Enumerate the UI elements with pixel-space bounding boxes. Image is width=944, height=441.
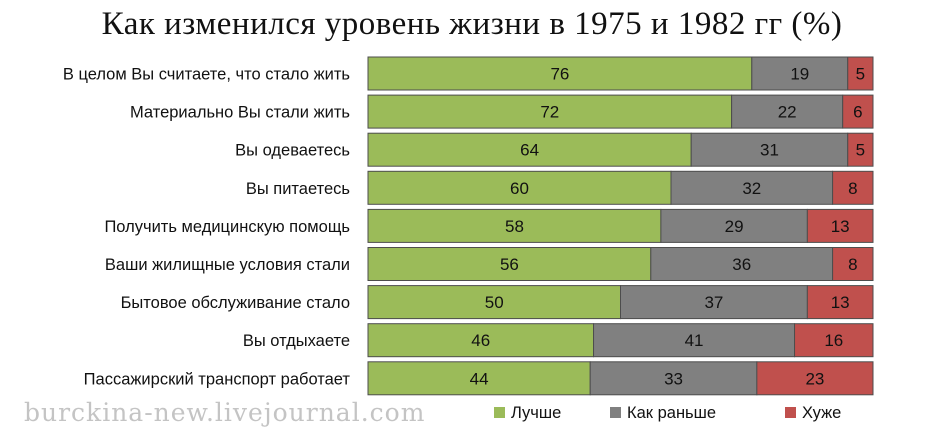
chart-title: Как изменился уровень жизни в 1975 и 198…: [101, 6, 843, 42]
legend-swatch: [610, 407, 621, 418]
data-label: 72: [540, 103, 559, 122]
bar-segment: [670, 170, 834, 205]
bar-segment: [367, 56, 753, 91]
bar-segment: [660, 208, 808, 243]
bar-segment: [751, 56, 849, 91]
legend-item: Хуже: [785, 404, 841, 422]
bar-segment: [842, 94, 874, 129]
bar-segment: [367, 208, 662, 243]
data-label: 29: [725, 217, 744, 236]
bar-segment: [832, 247, 874, 281]
category-labels: В целом Вы считаете, что стало жить Матер…: [63, 66, 351, 389]
data-label: 46: [471, 331, 490, 350]
category-label: Материально Вы стали жить: [130, 104, 350, 122]
data-label: 8: [848, 179, 857, 198]
bar-segment: [847, 132, 874, 167]
watermark: burckina-new.livejournal.com: [24, 398, 426, 427]
data-label: 44: [470, 369, 489, 388]
data-label: 36: [732, 255, 751, 274]
legend: Лучше Как раньше Хуже: [494, 404, 841, 422]
bar-segment: [806, 208, 874, 243]
category-label: В целом Вы считаете, что стало жить: [63, 66, 350, 84]
category-label: Бытовое обслуживание стало: [121, 294, 350, 312]
data-label: 13: [831, 293, 850, 312]
data-label: 22: [778, 103, 797, 122]
legend-swatch: [494, 407, 505, 418]
data-label: 23: [805, 369, 824, 388]
bar-segment: [367, 170, 672, 205]
data-label: 56: [500, 255, 519, 274]
category-label: Пассажирский транспорт работает: [84, 370, 351, 388]
bars: 76 19 5 72 22 6 64 31 5 60 32 8 58 29 13 56 36 8 50 37 13 46 4…: [367, 56, 874, 396]
data-label: 19: [790, 65, 809, 84]
legend-label: Как раньше: [627, 404, 716, 422]
data-label: 13: [831, 217, 850, 236]
bar-segment: [367, 247, 652, 281]
bar-segment: [593, 323, 796, 358]
legend-label: Лучше: [511, 404, 561, 422]
category-label: Ваши жилищные условия стали: [105, 256, 350, 274]
data-label: 76: [550, 65, 569, 84]
bar-segment: [847, 56, 874, 91]
legend-label: Хуже: [802, 404, 841, 422]
bar-segment: [589, 361, 758, 396]
data-label: 41: [685, 331, 704, 350]
data-label: 8: [848, 255, 857, 274]
bar-segment: [690, 132, 849, 167]
data-label: 5: [856, 65, 865, 84]
data-label: 33: [664, 369, 683, 388]
data-label: 5: [856, 141, 865, 160]
data-label: 32: [742, 179, 761, 198]
data-label: 50: [485, 293, 504, 312]
bar-segment: [806, 285, 874, 320]
bar-segment: [367, 285, 621, 320]
data-label: 31: [760, 141, 779, 160]
category-label: Вы питаетесь: [246, 180, 350, 198]
bar-segment: [832, 170, 874, 205]
data-label: 60: [510, 179, 529, 198]
legend-item: Как раньше: [610, 404, 716, 422]
bar-segment: [794, 323, 874, 358]
bar-segment: [367, 94, 733, 129]
bar-segment: [731, 94, 844, 129]
bar-segment: [650, 247, 834, 281]
data-label: 16: [824, 331, 843, 350]
bar-segment: [756, 361, 874, 396]
bar-segment: [367, 323, 595, 358]
category-label: Вы отдыхаете: [243, 332, 350, 350]
category-label: Вы одеваетесь: [235, 142, 350, 160]
bar-segment: [367, 361, 591, 396]
data-label: 58: [505, 217, 524, 236]
data-label: 37: [704, 293, 723, 312]
category-label: Получить медицинскую помощь: [104, 218, 350, 236]
data-label: 6: [853, 103, 862, 122]
legend-item: Лучше: [494, 404, 561, 422]
legend-swatch: [785, 407, 796, 418]
data-label: 64: [520, 141, 539, 160]
